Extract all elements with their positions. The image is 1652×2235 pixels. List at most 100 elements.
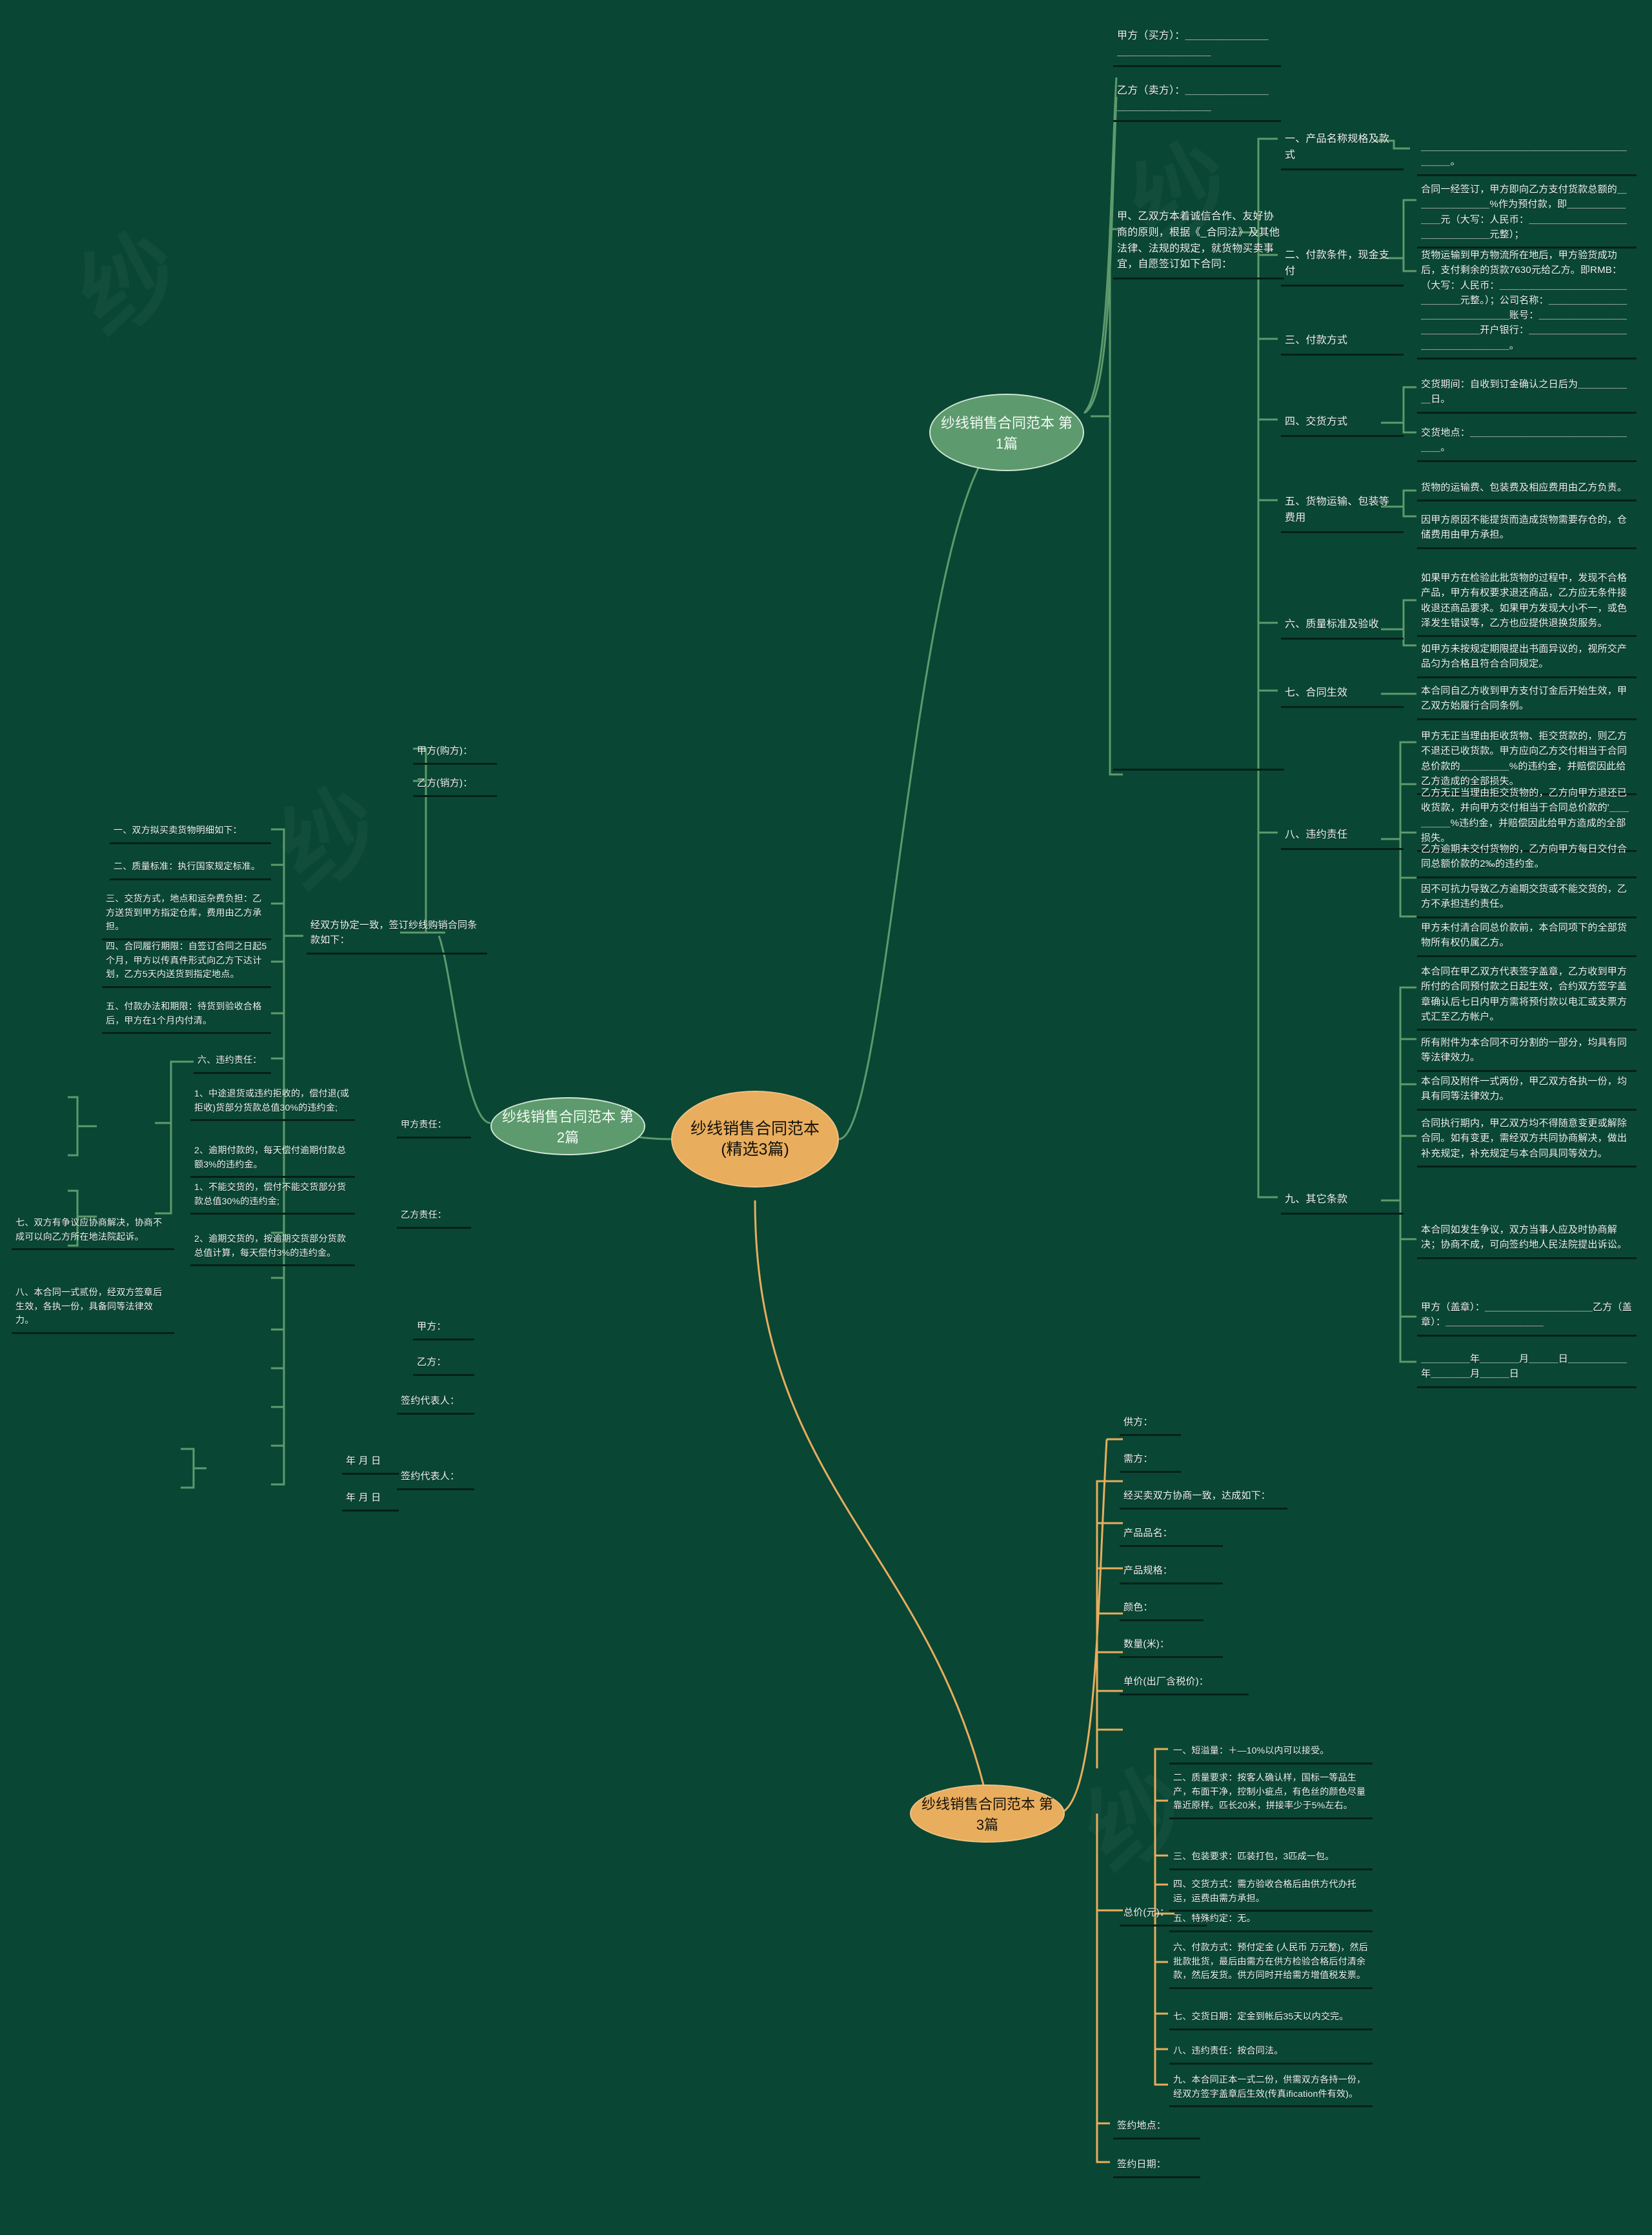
topic-b2-party-a[interactable]: 甲方(购方)： bbox=[413, 741, 497, 765]
topic-b3-item2[interactable]: 二、质量要求：按客人确认样，国标一等品生产，布面干净，控制小疵点，有色丝的颜色尽… bbox=[1169, 1768, 1373, 1820]
topic-b2-sec5[interactable]: 五、付款办法和期限：待货到验收合格后，甲方在1个月内付清。 bbox=[102, 997, 271, 1035]
topic-text: 经买卖双方协商一致，达成如下： bbox=[1123, 1490, 1271, 1501]
topic-b1-sec4[interactable]: 四、交货方式 bbox=[1281, 412, 1404, 437]
topic-b1-other-1[interactable]: 本合同在甲乙双方代表签字盖章，乙方收到甲方所付的合同预付款之日起生效，合约双方签… bbox=[1417, 962, 1637, 1031]
root-node[interactable]: 纱线销售合同范本(精选3篇) bbox=[671, 1091, 839, 1188]
topic-b3-color[interactable]: 颜色： bbox=[1120, 1597, 1204, 1622]
topic-b3-total-price[interactable]: 总价(元)： bbox=[1120, 1903, 1207, 1927]
topic-b1-delivery-period[interactable]: 交货期间：自收到订金确认之日后为＿＿＿＿＿＿日。 bbox=[1417, 374, 1637, 414]
topic-b1-party-b[interactable]: 乙方（卖方）：＿＿＿＿＿＿＿＿＿＿＿＿＿＿＿＿＿ bbox=[1113, 81, 1281, 122]
topic-b1-sec2[interactable]: 二、付款条件，现金支付 bbox=[1281, 245, 1404, 287]
topic-text: 甲方无正当理由拒收货物、拒交货款的，则乙方不退还已收货款。甲方应向乙方交付相当于… bbox=[1421, 731, 1627, 787]
branch-node-2[interactable]: 纱线销售合同范本 第2篇 bbox=[490, 1097, 645, 1155]
topic-text: 四、合同履行期限：自签订合同之日起5个月，甲方以传真件形式向乙方下达计划，乙方5… bbox=[106, 941, 267, 980]
topic-b2-sec4[interactable]: 四、合同履行期限：自签订合同之日起5个月，甲方以传真件形式向乙方下达计划，乙方5… bbox=[102, 937, 271, 989]
topic-b2-sec1[interactable]: 一、双方拟买卖货物明细如下： bbox=[110, 821, 271, 844]
topic-text: 因不可抗力导致乙方逾期交货或不能交货的，乙方不承担违约责任。 bbox=[1421, 884, 1627, 910]
topic-text: 本合同如发生争议，双方当事人应及时协商解决；协商不成，可向签约地人民法院提出诉讼… bbox=[1421, 1224, 1627, 1251]
topic-text: 一、产品名称规格及款式 bbox=[1285, 134, 1390, 161]
topic-b3-item7[interactable]: 七、交货日期：定金到帐后35天以内交完。 bbox=[1169, 2007, 1373, 2030]
topic-b2-date-1[interactable]: 年 月 日 bbox=[342, 1451, 399, 1475]
topic-text: 乙方(销方)： bbox=[417, 778, 473, 789]
topic-b1-sec1-detail[interactable]: ＿＿＿＿＿＿＿＿＿＿＿＿＿＿＿＿＿＿＿＿＿＿＿＿。 bbox=[1417, 137, 1637, 176]
topic-text: 二、付款条件，现金支付 bbox=[1285, 250, 1390, 277]
topic-b3-preamble[interactable]: 经买卖双方协商一致，达成如下： bbox=[1120, 1486, 1287, 1510]
topic-b1-freight[interactable]: 货物的运输费、包装费及相应费用由乙方负责。 bbox=[1417, 478, 1637, 502]
topic-b3-item1[interactable]: 一、短溢量：＋—10%以内可以接受。 bbox=[1169, 1741, 1373, 1765]
topic-b2-sec3[interactable]: 三、交货方式，地点和运杂费负担：乙方送货到甲方指定仓库，费用由乙方承担。 bbox=[102, 889, 271, 941]
topic-b1-preamble[interactable]: 甲、乙双方本着诚信合作、友好协商的原则，根据《_合同法》及其他法律、法规的规定，… bbox=[1113, 207, 1284, 280]
branch-node-1[interactable]: 纱线销售合同范本 第1篇 bbox=[929, 394, 1084, 471]
topic-text: 甲方： bbox=[417, 1321, 447, 1332]
topic-b2-rep-1[interactable]: 签约代表人： bbox=[397, 1391, 474, 1415]
topic-b1-other-5[interactable]: 本合同如发生争议，双方当事人应及时协商解决；协商不成，可向签约地人民法院提出诉讼… bbox=[1417, 1220, 1637, 1259]
topic-b2-date-2[interactable]: 年 月 日 bbox=[342, 1488, 399, 1512]
branch-label-1: 纱线销售合同范本 第1篇 bbox=[940, 415, 1073, 452]
topic-b1-other-2[interactable]: 所有附件为本合同不可分割的一部分，均具有同等法律效力。 bbox=[1417, 1033, 1637, 1072]
topic-b3-item5[interactable]: 五、特殊约定：无。 bbox=[1169, 1909, 1373, 1932]
topic-b2-sec6[interactable]: 六、违约责任： bbox=[194, 1051, 271, 1074]
topic-b3-unit-price[interactable]: 单价(出厂含税价)： bbox=[1120, 1672, 1249, 1696]
topic-b1-sec7[interactable]: 七、合同生效 bbox=[1281, 683, 1404, 708]
topic-b1-delivery-place[interactable]: 交货地点：＿＿＿＿＿＿＿＿＿＿＿＿＿＿＿＿＿＿。 bbox=[1417, 423, 1637, 462]
topic-b1-balance[interactable]: 货物运输到甲方物流所在地后，甲方验货成功后，支付剩余的货款7630元给乙方。即R… bbox=[1417, 245, 1637, 359]
topic-b1-sec5[interactable]: 五、货物运输、包装等费用 bbox=[1281, 492, 1404, 533]
topic-b2-sec7[interactable]: 七、双方有争议应协商解决，协商不成可以向乙方所在地法院起诉。 bbox=[12, 1213, 174, 1251]
topic-b2-party-b[interactable]: 乙方(销方)： bbox=[413, 773, 497, 798]
topic-b2-party-a-liability[interactable]: 甲方责任： bbox=[397, 1115, 471, 1138]
topic-b3-item9[interactable]: 九、本合同正本一式二份，供需双方各持一份，经双方签字盖章后生效(传真ificat… bbox=[1169, 2070, 1373, 2108]
topic-b1-storage[interactable]: 因甲方原因不能提货而造成货物需要存仓的，仓储费用由甲方承担。 bbox=[1417, 510, 1637, 549]
topic-text: 甲方未付清合同总价款前，本合同项下的全部货物所有权仍属乙方。 bbox=[1421, 922, 1627, 949]
topic-b3-item6[interactable]: 六、付款方式：预付定金 (人民币 万元整)，然后批款批货，最后由需方在供方检验合… bbox=[1169, 1938, 1373, 1990]
topic-b2-sec8[interactable]: 八、本合同一式贰份，经双方签章后生效，各执一份，具备同等法律效力。 bbox=[12, 1283, 174, 1335]
topic-b1-remittance[interactable] bbox=[1113, 762, 1284, 771]
topic-text: 七、交货日期：定金到帐后35天以内交完。 bbox=[1173, 2011, 1349, 2021]
topic-b1-date-line[interactable]: ＿＿＿＿＿年＿＿＿＿月＿＿＿日＿＿＿＿＿＿年＿＿＿＿月＿＿＿日 bbox=[1417, 1349, 1637, 1388]
topic-b1-breach-1[interactable]: 甲方无正当理由拒收货物、拒交货款的，则乙方不退还已收货款。甲方应向乙方交付相当于… bbox=[1417, 726, 1637, 795]
topic-b1-sec8[interactable]: 八、违约责任 bbox=[1281, 825, 1404, 850]
topic-b1-sec1[interactable]: 一、产品名称规格及款式 bbox=[1281, 129, 1404, 170]
topic-b2-party-b-liability[interactable]: 乙方责任： bbox=[397, 1206, 471, 1229]
topic-b3-supplier[interactable]: 供方： bbox=[1120, 1412, 1181, 1437]
topic-b3-quantity[interactable]: 数量(米)： bbox=[1120, 1634, 1223, 1659]
topic-b1-breach-5[interactable]: 甲方未付清合同总价款前，本合同项下的全部货物所有权仍属乙方。 bbox=[1417, 918, 1637, 957]
branch-node-3[interactable]: 纱线销售合同范本 第3篇 bbox=[910, 1785, 1065, 1843]
topic-b1-sec9[interactable]: 九、其它条款 bbox=[1281, 1189, 1404, 1215]
topic-b1-breach-2[interactable]: 乙方无正当理由拒交货物的，乙方向甲方退还已收货款，并向甲方交付相当于合同总价款的… bbox=[1417, 783, 1637, 852]
topic-b3-item8[interactable]: 八、违约责任：按合同法。 bbox=[1169, 2041, 1373, 2065]
topic-b2-party-b-liability-2[interactable]: 2、逾期交货的，按逾期交货部分货款总值计算，每天偿付3%的违约金。 bbox=[190, 1229, 355, 1267]
topic-b3-buyer[interactable]: 需方： bbox=[1120, 1449, 1181, 1473]
topic-b3-product-name[interactable]: 产品品名： bbox=[1120, 1523, 1223, 1548]
topic-b3-sign-date[interactable]: 签约日期： bbox=[1113, 2154, 1200, 2179]
topic-b1-breach-4[interactable]: 因不可抗力导致乙方逾期交货或不能交货的，乙方不承担违约责任。 bbox=[1417, 879, 1637, 918]
topic-b2-sign-a[interactable]: 甲方： bbox=[413, 1317, 474, 1341]
topic-b3-sign-place[interactable]: 签约地点： bbox=[1113, 2116, 1200, 2140]
topic-text: 货物的运输费、包装费及相应费用由乙方负责。 bbox=[1421, 482, 1627, 493]
topic-b3-item3[interactable]: 三、包装要求：匹装打包，3匹成一包。 bbox=[1169, 1847, 1373, 1870]
topic-text: 乙方： bbox=[417, 1357, 447, 1368]
topic-b1-prepay[interactable]: 合同一经签订，甲方即向乙方支付货款总额的＿＿＿＿＿＿＿＿%作为预付款，即＿＿＿＿… bbox=[1417, 179, 1637, 248]
topic-b1-quality-2[interactable]: 如甲方未按规定期限提出书面异议的，视所交产品匀为合格且符合合同规定。 bbox=[1417, 639, 1637, 678]
topic-b1-other-3[interactable]: 本合同及附件一式两份，甲乙双方各执一份，均具有同等法律效力。 bbox=[1417, 1071, 1637, 1111]
topic-b1-breach-3[interactable]: 乙方逾期未交付货物的，乙方向甲方每日交付合同总额价款的2‰的违约金。 bbox=[1417, 839, 1637, 878]
topic-b2-sec2[interactable]: 二、质量标准：执行国家规定标准。 bbox=[110, 857, 271, 880]
topic-b1-other-4[interactable]: 合同执行期内，甲乙双方均不得随意变更或解除合同。如有变更，需经双方共同协商解决，… bbox=[1417, 1113, 1637, 1168]
topic-b3-product-spec[interactable]: 产品规格： bbox=[1120, 1561, 1223, 1585]
topic-b1-sec3[interactable]: 三、付款方式 bbox=[1281, 330, 1404, 356]
topic-b2-party-a-liability-2[interactable]: 2、逾期付款的，每天偿付逾期付款总额3%的违约金。 bbox=[190, 1141, 355, 1178]
topic-text: 六、违约责任： bbox=[197, 1055, 262, 1065]
topic-b1-party-a[interactable]: 甲方（买方）：＿＿＿＿＿＿＿＿＿＿＿＿＿＿＿＿＿ bbox=[1113, 26, 1281, 67]
topic-b2-sign-b[interactable]: 乙方： bbox=[413, 1352, 474, 1377]
topic-b2-party-b-liability-1[interactable]: 1、不能交货的，偿付不能交货部分货款总值30%的违约金; bbox=[190, 1178, 355, 1215]
topic-text: 交货地点：＿＿＿＿＿＿＿＿＿＿＿＿＿＿＿＿＿＿。 bbox=[1421, 427, 1627, 454]
topic-b1-seal-line[interactable]: 甲方（盖章）：＿＿＿＿＿＿＿＿＿＿＿乙方（盖章）：＿＿＿＿＿＿＿＿＿＿ bbox=[1417, 1297, 1637, 1337]
topic-text: 八、本合同一式贰份，经双方签章后生效，各执一份，具备同等法律效力。 bbox=[15, 1287, 163, 1326]
topic-b1-sec6[interactable]: 六、质量标准及验收 bbox=[1281, 614, 1404, 640]
topic-b1-quality-1[interactable]: 如果甲方在检验此批货物的过程中，发现不合格产品，甲方有权要求退还商品，乙方应无条… bbox=[1417, 568, 1637, 637]
topic-b2-rep-2[interactable]: 签约代表人： bbox=[397, 1466, 474, 1491]
topic-text: 交货期间：自收到订金确认之日后为＿＿＿＿＿＿日。 bbox=[1421, 379, 1627, 405]
topic-b2-party-a-liability-1[interactable]: 1、中途退货或违约拒收的，偿付退(或拒收)货部分货款总值30%的违约金; bbox=[190, 1084, 355, 1122]
topic-b3-item4[interactable]: 四、交货方式：需方验收合格后由供方代办托运，运费由需方承担。 bbox=[1169, 1875, 1373, 1912]
topic-b2-preamble[interactable]: 经双方协定一致，签订纱线购销合同条款如下： bbox=[307, 915, 487, 955]
topic-b1-effective[interactable]: 本合同自乙方收到甲方支付订金后开始生效，甲乙双方始履行合同条例。 bbox=[1417, 681, 1637, 720]
